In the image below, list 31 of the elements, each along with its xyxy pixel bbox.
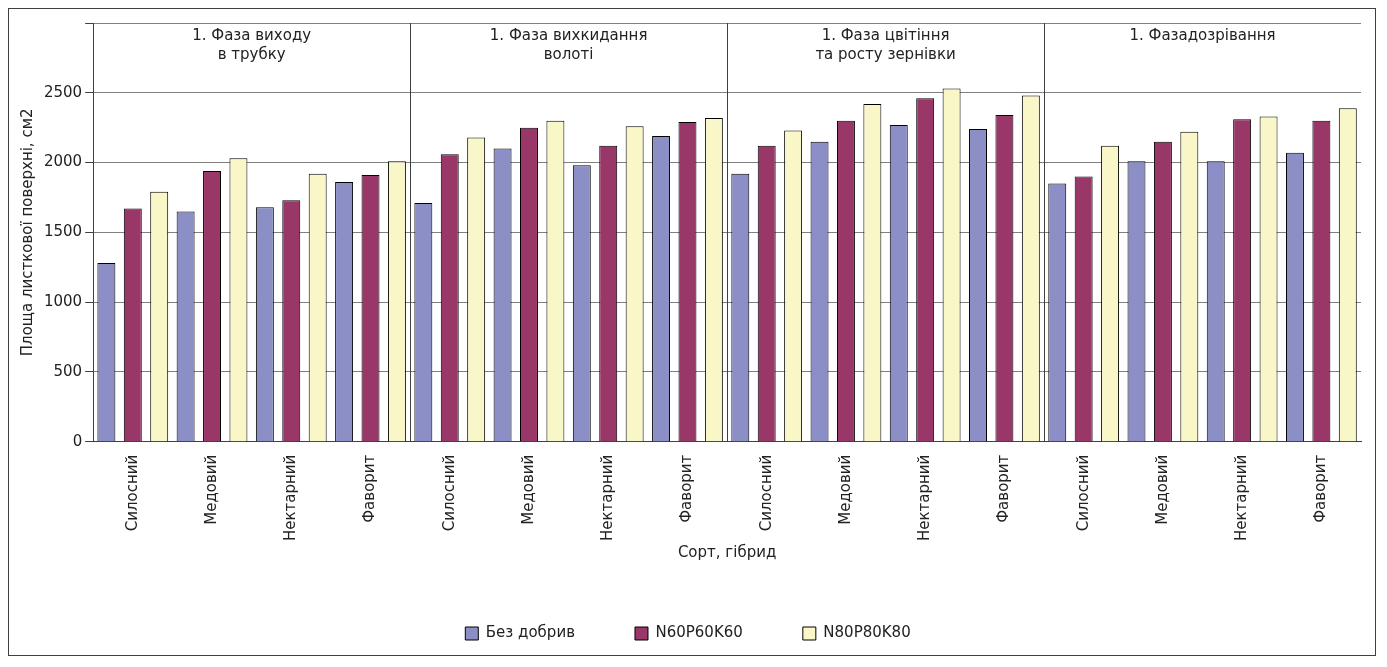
- x-tick-label: Фаворит: [677, 454, 696, 523]
- y-tick-label: 2500: [43, 82, 83, 101]
- x-tick-label: Силосний: [1073, 454, 1092, 532]
- x-tick-label: Фаворит: [994, 454, 1013, 523]
- x-tick-label: Фаворит: [360, 454, 379, 523]
- annotation: 1. Фазадозрівання: [1129, 26, 1276, 45]
- x-tick-label: Силосний: [122, 454, 141, 532]
- x-tick-label: Нектарний: [915, 454, 934, 541]
- annotation: 1. Фаза вихкидання волоті: [489, 26, 648, 64]
- y-tick-label: 0: [72, 431, 83, 450]
- x-tick-label: Нектарний: [598, 454, 617, 541]
- x-tick-label: Нектарний: [1232, 454, 1251, 541]
- x-axis-title: Сорт, гібрид: [677, 542, 777, 561]
- y-tick-label: 1500: [43, 222, 83, 241]
- y-tick-label: 2000: [43, 152, 83, 171]
- x-tick-label: Нектарний: [281, 454, 300, 541]
- legend-label: N60P60K60: [655, 623, 743, 642]
- x-tick-label: Медовий: [835, 454, 854, 525]
- y-axis-title: Площа листкової поверхні, см2: [17, 108, 36, 357]
- x-tick-label: Медовий: [1152, 454, 1171, 525]
- annotation: 1. Фаза виходу в трубку: [192, 26, 312, 64]
- x-tick-label: Медовий: [201, 454, 220, 525]
- x-tick-label: Фаворит: [1311, 454, 1330, 523]
- x-tick-label: Силосний: [756, 454, 775, 532]
- x-tick-label: Силосний: [439, 454, 458, 532]
- legend-label: Без добрив: [485, 623, 575, 642]
- legend-label: N80P80K80: [823, 623, 911, 642]
- y-tick-label: 500: [53, 361, 83, 380]
- annotation: 1. Фаза цвітіння та росту зернівки: [815, 26, 956, 64]
- y-tick-label: 1000: [43, 292, 83, 311]
- x-tick-label: Медовий: [518, 454, 537, 525]
